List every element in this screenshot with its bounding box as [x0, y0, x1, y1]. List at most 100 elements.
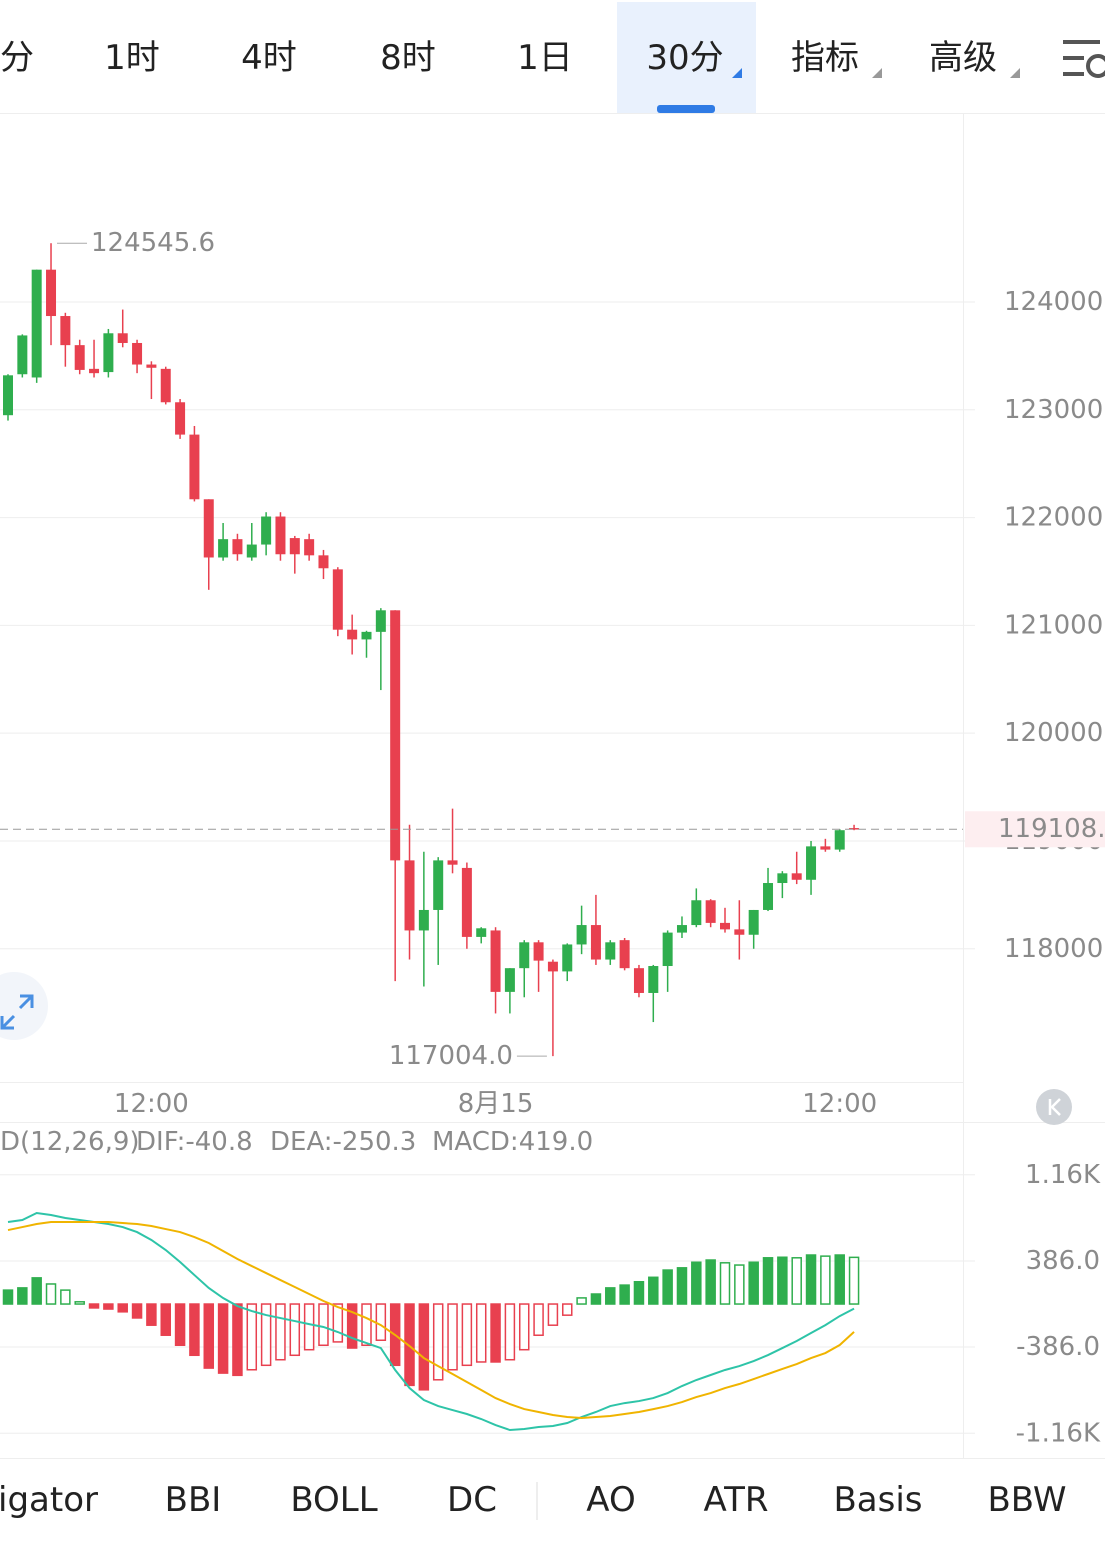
macd-bar [203, 1303, 215, 1369]
macd-bar [346, 1303, 358, 1349]
macd-bar [734, 1264, 745, 1305]
indicator-tab[interactable]: BOLL [290, 1480, 377, 1520]
indicator-tab[interactable]: igator [0, 1480, 98, 1520]
candle-body [777, 873, 788, 884]
macd-bar [475, 1303, 487, 1363]
candle-body [232, 539, 243, 555]
macd-bar [805, 1254, 817, 1305]
macd-bar [232, 1303, 243, 1377]
indicator-tab[interactable]: Basis [833, 1480, 922, 1520]
macd-bar [719, 1262, 731, 1305]
candle-body [447, 860, 458, 865]
candle-body [748, 909, 759, 935]
candle-body [103, 333, 114, 373]
timeframe-tab[interactable]: 1时 [104, 38, 160, 78]
indicator-tab[interactable]: BBI [165, 1480, 222, 1520]
candle-body [734, 929, 745, 935]
macd-bar [504, 1303, 516, 1361]
x-tick-label: 12:00 [802, 1089, 877, 1119]
candle-body [834, 830, 845, 850]
dropdown-arrow [732, 68, 742, 78]
timeframe-tab[interactable]: 高级 [929, 38, 997, 78]
macd-bar [131, 1303, 143, 1319]
macd-bar [562, 1303, 573, 1316]
y-tick-label: 122000 [1004, 503, 1103, 533]
candle-body [175, 402, 186, 435]
candle-body [17, 335, 28, 375]
macd-bar [318, 1303, 329, 1347]
macd-bar [275, 1303, 286, 1361]
candle-body [648, 966, 659, 993]
candle-body [820, 846, 831, 850]
candle-body [662, 932, 673, 967]
candle-body [189, 434, 200, 500]
candle-body [289, 538, 300, 555]
legend-entry: DIF:-40.8 [136, 1127, 253, 1157]
indicator-title: D(12,26,9) [0, 1127, 140, 1157]
macd-bar [533, 1303, 544, 1336]
settings-icon[interactable] [1063, 40, 1105, 78]
dropdown-arrow [872, 68, 882, 78]
timeframe-tab[interactable]: 8时 [380, 38, 436, 78]
candle-body [705, 900, 716, 923]
macd-bar [777, 1256, 788, 1305]
x-tick-label: 12:00 [114, 1089, 189, 1119]
macd-bar [189, 1303, 200, 1357]
macd-bar [2, 1289, 14, 1305]
macd-bar [289, 1303, 301, 1357]
candle-body [390, 610, 401, 861]
candle-body [605, 942, 616, 960]
indicator-tab[interactable]: ATR [703, 1480, 768, 1520]
x-tick-label: 8月15 [458, 1089, 534, 1119]
candle-body [806, 846, 817, 880]
indicator-tab[interactable]: AO [586, 1480, 635, 1520]
timeframe-tab[interactable]: 4时 [241, 38, 297, 78]
candle-body [519, 942, 530, 969]
dropdown-arrow [1010, 68, 1020, 78]
macd-bar [590, 1293, 602, 1305]
extreme-label: 124545.6 [91, 228, 215, 258]
timeframe-tab[interactable]: 指标 [791, 38, 859, 78]
macd-bar [375, 1303, 387, 1341]
legend-entry: MACD:419.0 [432, 1127, 593, 1157]
macd-bar [88, 1303, 100, 1309]
candle-body [476, 928, 487, 937]
macd-bar [633, 1281, 645, 1305]
timeframe-tab[interactable]: 30分 [646, 38, 723, 78]
candle-body [218, 539, 229, 558]
macd-bar [605, 1287, 616, 1305]
candle-body [261, 516, 272, 545]
candle-body [504, 968, 515, 992]
macd-bar [648, 1276, 659, 1305]
candle-body [361, 631, 372, 640]
indicator-tab[interactable]: DC [447, 1480, 497, 1520]
timeframe-tab[interactable]: 1日 [517, 38, 573, 78]
y-tick-label: 121000 [1004, 610, 1103, 640]
y-tick-label: 386.0 [1026, 1246, 1100, 1276]
macd-bar [418, 1303, 430, 1391]
collapse-button[interactable] [1036, 1089, 1072, 1125]
indicator-line [7, 1211, 855, 1432]
macd-bar [117, 1303, 128, 1313]
macd-bar [332, 1303, 344, 1343]
active-tab-indicator [657, 105, 715, 113]
y-tick-label: 120000 [1004, 718, 1103, 748]
candle-body [318, 555, 329, 569]
macd-bar [705, 1259, 716, 1305]
macd-bar [791, 1257, 802, 1305]
candle-body [763, 883, 774, 910]
candle-body [275, 516, 286, 555]
candle-body [691, 900, 702, 926]
macd-bar [60, 1289, 71, 1305]
macd-bar [174, 1303, 186, 1347]
macd-bar [146, 1303, 157, 1326]
candle-body [347, 629, 358, 640]
timeframe-tab[interactable]: 分 [0, 38, 34, 78]
indicator-tab[interactable]: BBW [987, 1480, 1066, 1520]
zoom-button[interactable] [0, 972, 48, 1040]
macd-bar [31, 1277, 42, 1305]
candle-body [89, 368, 100, 374]
y-tick-label: -1.16K [1016, 1418, 1101, 1448]
candle-body [304, 539, 315, 556]
macd-bar [762, 1257, 774, 1305]
